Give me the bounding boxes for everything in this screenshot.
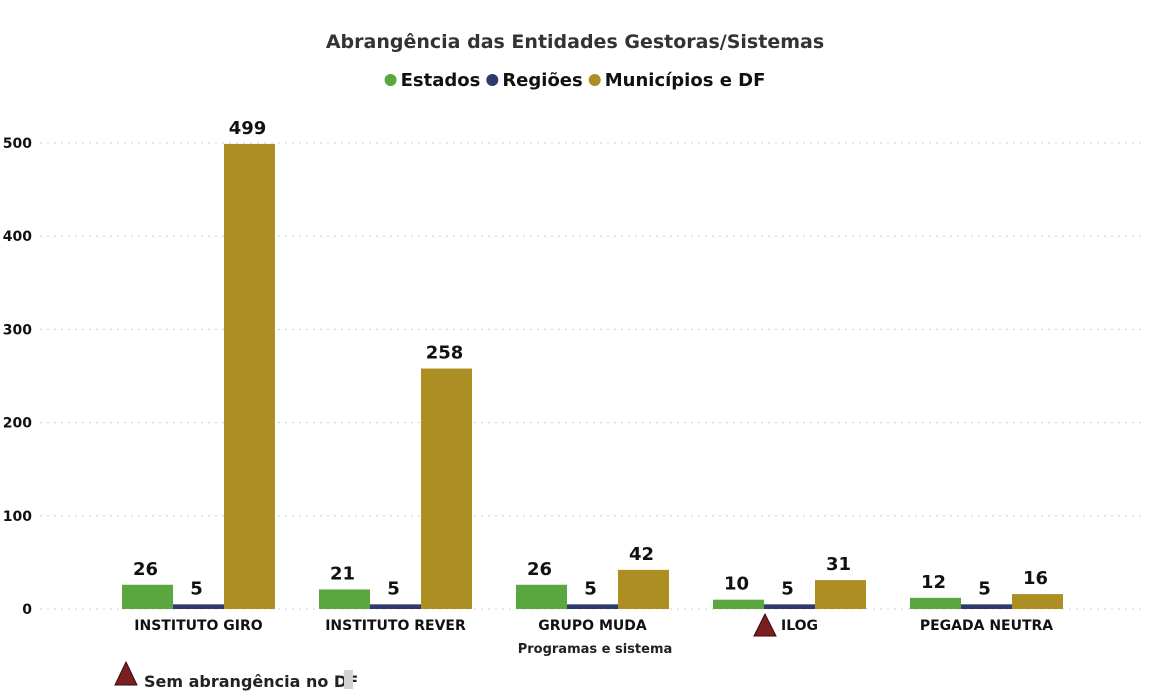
data-label: 16 [1023, 568, 1048, 589]
bar[interactable] [421, 368, 472, 609]
legend-marker [588, 74, 601, 86]
bar[interactable] [815, 580, 866, 609]
legend-label: Regiões [502, 70, 582, 91]
bar[interactable] [516, 584, 567, 609]
data-label: 5 [387, 578, 400, 599]
bars [122, 143, 1063, 609]
y-tick-label: 400 [3, 229, 32, 245]
x-tick-label: ILOG [781, 618, 818, 634]
bar[interactable] [618, 569, 669, 609]
legend-label: Municípios e DF [605, 70, 766, 91]
text-cursor-marker [344, 670, 353, 689]
warning-triangle-icon [114, 660, 138, 686]
x-tick-label: GRUPO MUDA [538, 618, 647, 634]
legend-item[interactable]: Regiões [486, 70, 583, 91]
data-label: 5 [190, 578, 203, 599]
bar[interactable] [122, 584, 173, 609]
data-labels: 26 5 499 21 5 258 26 5 42 10 5 31 12 5 16 [133, 118, 1048, 599]
y-axis: 0 100 200 300 400 500 [3, 136, 32, 618]
data-label: 31 [826, 554, 851, 575]
y-tick-label: 0 [22, 602, 32, 618]
data-label: 10 [724, 574, 749, 595]
bar[interactable] [173, 604, 224, 609]
bar[interactable] [370, 604, 421, 609]
bar[interactable] [961, 604, 1012, 609]
data-label: 26 [133, 559, 158, 580]
y-tick-label: 200 [3, 416, 32, 432]
x-axis-title: Programas e sistema [518, 642, 673, 657]
data-label: 5 [978, 578, 991, 599]
data-label: 12 [921, 572, 946, 593]
gridlines [40, 142, 1145, 610]
bar[interactable] [1012, 594, 1063, 609]
x-axis: INSTITUTO GIRO INSTITUTO REVER GRUPO MUDA I… [134, 612, 1053, 637]
x-tick-label: PEGADA NEUTRA [920, 618, 1053, 634]
data-label: 5 [584, 578, 597, 599]
legend-item[interactable]: Estados [384, 70, 481, 91]
bar[interactable] [224, 143, 275, 609]
bar[interactable] [713, 599, 764, 609]
legend-marker [486, 74, 499, 86]
bar[interactable] [567, 604, 618, 609]
chart-title: Abrangência das Entidades Gestoras/Siste… [326, 31, 824, 53]
data-label: 499 [229, 118, 267, 139]
bar[interactable] [910, 597, 961, 609]
data-label: 21 [330, 563, 355, 584]
bar[interactable] [319, 589, 370, 609]
x-tick-label: INSTITUTO REVER [325, 618, 466, 634]
y-tick-label: 500 [3, 136, 32, 152]
legend-marker [384, 74, 397, 86]
data-label: 42 [629, 544, 654, 565]
legend-item[interactable]: Municípios e DF [588, 70, 766, 91]
data-label: 5 [781, 578, 794, 599]
footnote: Sem abrangência no DF [114, 660, 358, 691]
footnote-text: Sem abrangência no DF [144, 672, 358, 691]
bar[interactable] [764, 604, 815, 609]
data-label: 26 [527, 559, 552, 580]
y-tick-label: 300 [3, 322, 32, 338]
legend-label: Estados [401, 70, 481, 91]
warning-triangle-icon [753, 612, 777, 637]
legend[interactable]: Estados Regiões Municípios e DF [384, 70, 766, 91]
data-label: 258 [426, 343, 464, 364]
x-tick-label: INSTITUTO GIRO [134, 618, 262, 634]
y-tick-label: 100 [3, 509, 32, 525]
